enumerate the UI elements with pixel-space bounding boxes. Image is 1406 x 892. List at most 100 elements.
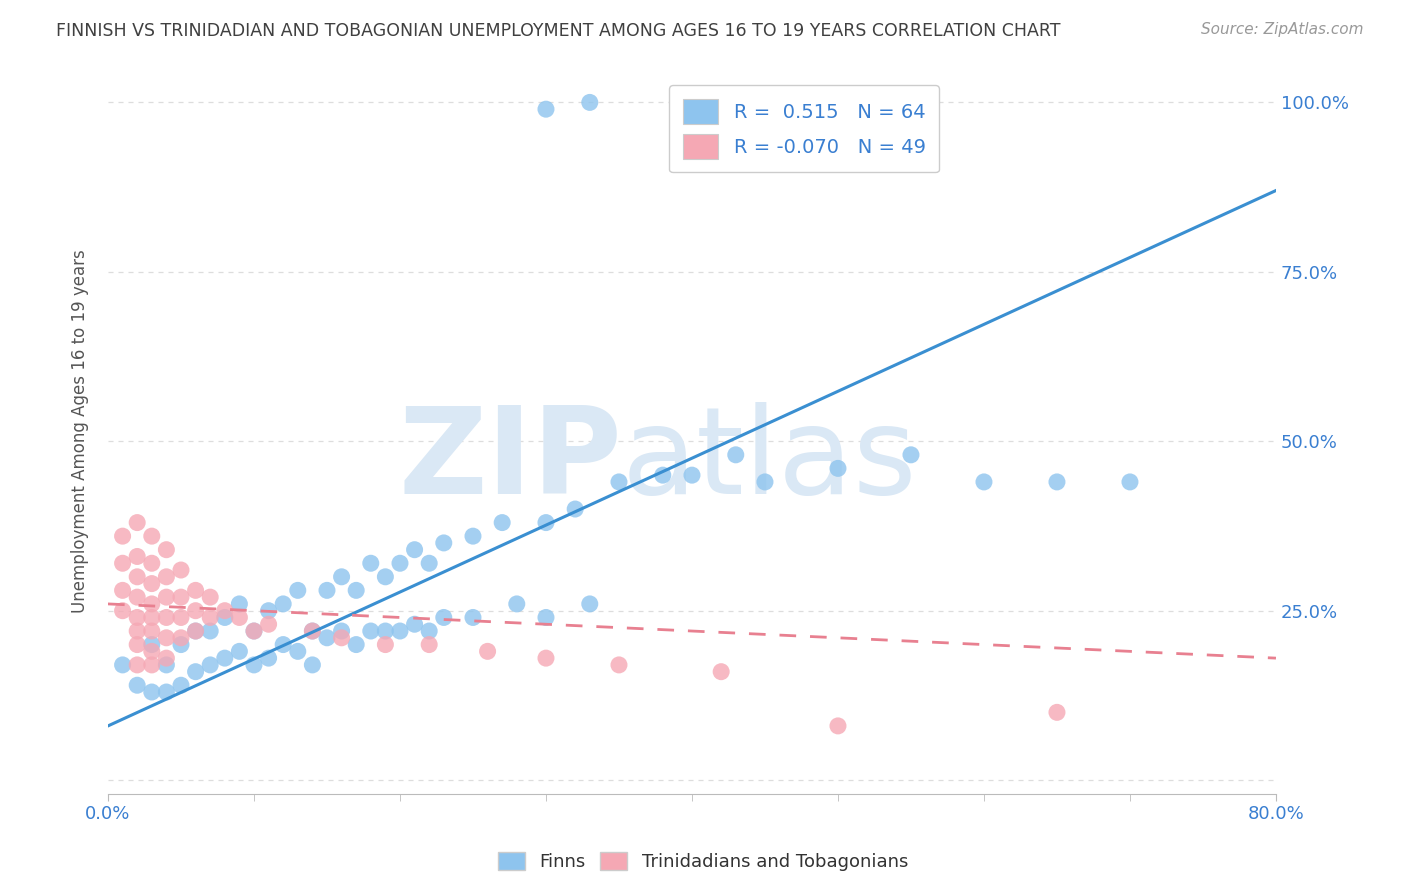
Point	[1046, 706, 1069, 720]
Point	[243, 657, 266, 672]
Point	[155, 657, 177, 672]
Point	[418, 624, 440, 638]
Point	[184, 624, 207, 638]
Point	[257, 604, 280, 618]
Point	[155, 631, 177, 645]
Point	[184, 665, 207, 679]
Point	[127, 516, 149, 530]
Point	[330, 631, 353, 645]
Point	[374, 638, 396, 652]
Point	[330, 624, 353, 638]
Point	[214, 651, 236, 665]
Text: Source: ZipAtlas.com: Source: ZipAtlas.com	[1201, 22, 1364, 37]
Point	[228, 644, 250, 658]
Point	[170, 631, 193, 645]
Point	[184, 583, 207, 598]
Point	[127, 610, 149, 624]
Point	[418, 638, 440, 652]
Point	[287, 644, 309, 658]
Point	[710, 665, 733, 679]
Point	[141, 529, 163, 543]
Point	[330, 570, 353, 584]
Point	[344, 583, 367, 598]
Point	[1119, 475, 1142, 489]
Point	[900, 448, 922, 462]
Point	[724, 448, 747, 462]
Point	[271, 638, 294, 652]
Point	[141, 657, 163, 672]
Point	[271, 597, 294, 611]
Point	[127, 657, 149, 672]
Point	[127, 549, 149, 564]
Point	[198, 657, 221, 672]
Point	[228, 610, 250, 624]
Point	[316, 583, 339, 598]
Point	[388, 624, 411, 638]
Point	[170, 678, 193, 692]
Point	[184, 624, 207, 638]
Point	[141, 624, 163, 638]
Point	[827, 461, 849, 475]
Point	[243, 624, 266, 638]
Point	[360, 556, 382, 570]
Point	[214, 610, 236, 624]
Point	[754, 475, 776, 489]
Point	[170, 590, 193, 604]
Point	[1046, 475, 1069, 489]
Point	[184, 604, 207, 618]
Point	[607, 475, 630, 489]
Point	[564, 502, 586, 516]
Point	[155, 651, 177, 665]
Point	[141, 597, 163, 611]
Point	[111, 583, 134, 598]
Legend: Finns, Trinidadians and Tobagonians: Finns, Trinidadians and Tobagonians	[491, 845, 915, 879]
Point	[491, 516, 513, 530]
Point	[170, 610, 193, 624]
Point	[228, 597, 250, 611]
Point	[607, 657, 630, 672]
Point	[127, 590, 149, 604]
Point	[973, 475, 995, 489]
Point	[578, 95, 600, 110]
Point	[301, 624, 323, 638]
Point	[243, 624, 266, 638]
Point	[301, 624, 323, 638]
Point	[534, 610, 557, 624]
Point	[127, 678, 149, 692]
Point	[141, 638, 163, 652]
Point	[433, 536, 456, 550]
Point	[681, 468, 703, 483]
Point	[461, 610, 484, 624]
Point	[170, 638, 193, 652]
Legend: R =  0.515   N = 64, R = -0.070   N = 49: R = 0.515 N = 64, R = -0.070 N = 49	[669, 86, 939, 172]
Text: ZIP: ZIP	[398, 401, 621, 518]
Point	[534, 102, 557, 116]
Point	[141, 610, 163, 624]
Point	[155, 570, 177, 584]
Point	[316, 631, 339, 645]
Text: atlas: atlas	[621, 401, 918, 518]
Point	[534, 651, 557, 665]
Point	[155, 542, 177, 557]
Point	[433, 610, 456, 624]
Point	[155, 685, 177, 699]
Point	[301, 657, 323, 672]
Point	[141, 576, 163, 591]
Point	[651, 468, 673, 483]
Point	[198, 624, 221, 638]
Point	[344, 638, 367, 652]
Point	[506, 597, 529, 611]
Point	[257, 651, 280, 665]
Point	[141, 644, 163, 658]
Point	[141, 556, 163, 570]
Point	[155, 610, 177, 624]
Point	[155, 590, 177, 604]
Point	[198, 610, 221, 624]
Point	[404, 617, 426, 632]
Point	[578, 597, 600, 611]
Point	[404, 542, 426, 557]
Point	[111, 529, 134, 543]
Point	[418, 556, 440, 570]
Point	[287, 583, 309, 598]
Y-axis label: Unemployment Among Ages 16 to 19 years: Unemployment Among Ages 16 to 19 years	[72, 249, 89, 613]
